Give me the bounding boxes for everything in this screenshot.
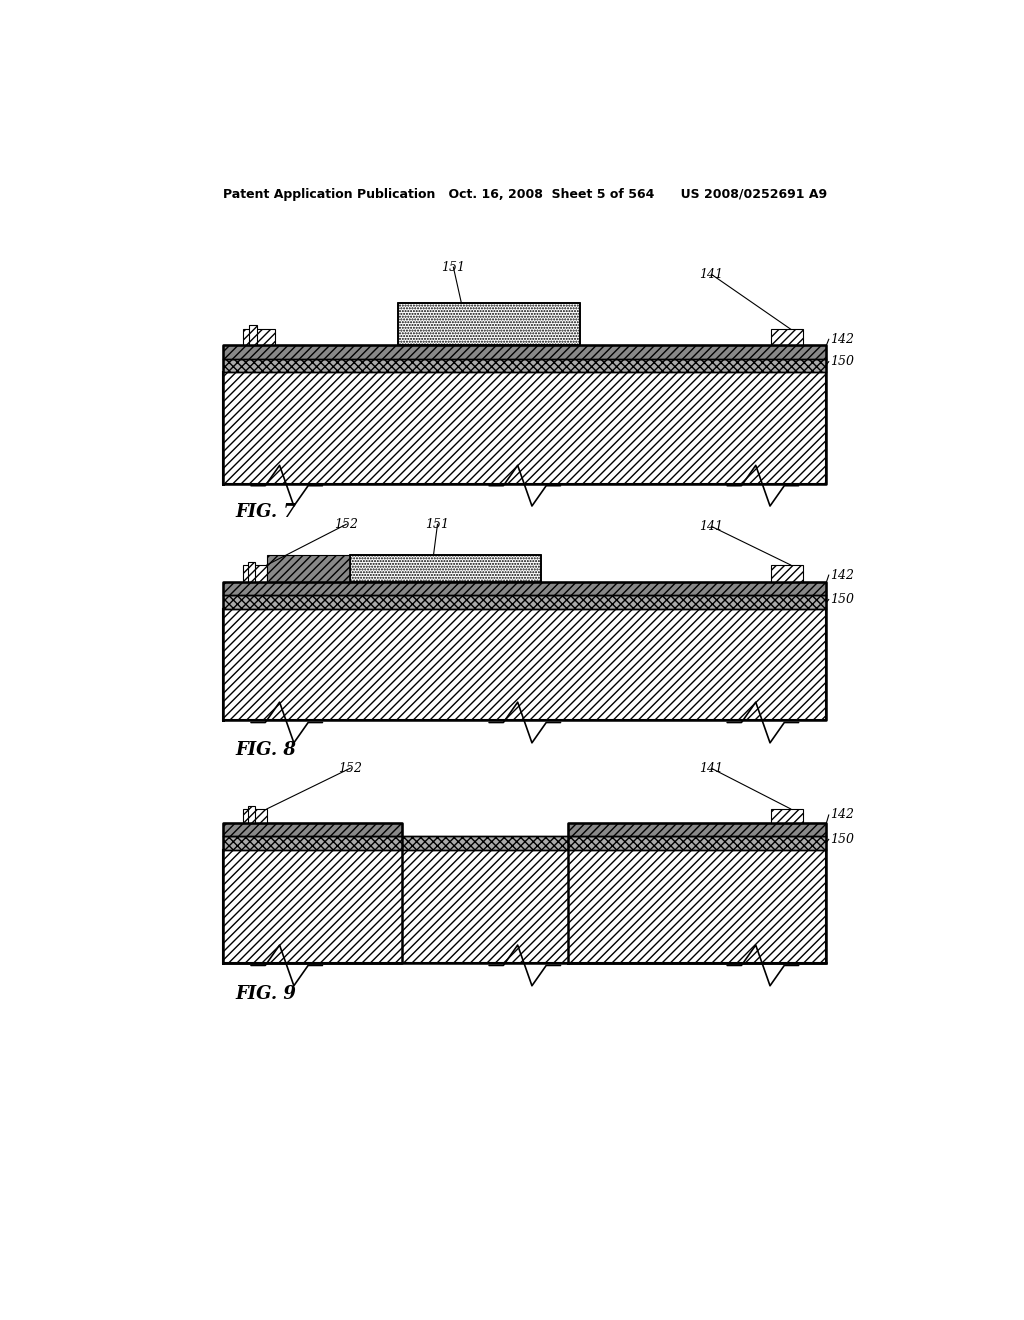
Bar	[223, 359, 826, 372]
Bar	[267, 554, 350, 582]
Text: 150: 150	[830, 833, 854, 846]
Bar	[568, 824, 826, 837]
Bar	[223, 824, 401, 837]
Bar	[243, 809, 267, 824]
Bar	[223, 372, 826, 483]
Bar	[771, 329, 803, 346]
Bar	[350, 554, 541, 582]
Text: 152: 152	[334, 517, 358, 531]
Bar	[223, 837, 826, 850]
Text: FIG. 7: FIG. 7	[236, 503, 296, 521]
Bar	[248, 562, 255, 582]
Text: 142: 142	[830, 808, 854, 821]
Text: 150: 150	[830, 593, 854, 606]
Bar	[223, 346, 826, 359]
Bar	[223, 595, 826, 609]
Bar	[223, 582, 826, 595]
Text: 141: 141	[699, 268, 723, 281]
Text: 142: 142	[830, 333, 854, 346]
Text: FIG. 8: FIG. 8	[236, 741, 296, 759]
Text: 141: 141	[699, 520, 723, 533]
Bar	[223, 850, 826, 964]
Bar	[248, 805, 255, 824]
Bar	[771, 809, 803, 824]
Bar	[243, 329, 274, 346]
Text: Patent Application Publication   Oct. 16, 2008  Sheet 5 of 564      US 2008/0252: Patent Application Publication Oct. 16, …	[223, 189, 826, 202]
Bar	[250, 325, 257, 346]
Text: 151: 151	[426, 517, 450, 531]
Text: 152: 152	[338, 762, 362, 775]
Text: 142: 142	[830, 569, 854, 582]
Bar	[397, 302, 581, 346]
Text: 151: 151	[441, 260, 466, 273]
Bar	[223, 609, 826, 721]
Text: 141: 141	[699, 762, 723, 775]
Bar	[771, 565, 803, 582]
Bar	[243, 565, 267, 582]
Text: 150: 150	[830, 355, 854, 368]
Text: FIG. 9: FIG. 9	[236, 985, 296, 1003]
